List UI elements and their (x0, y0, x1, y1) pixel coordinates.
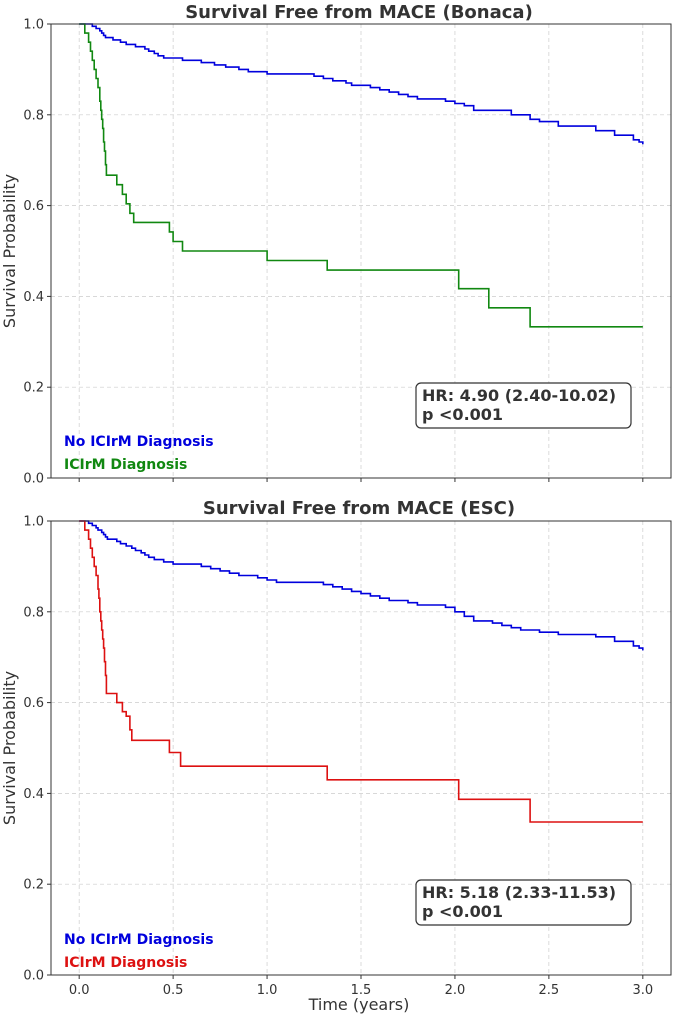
chart-title: Survival Free from MACE (ESC) (203, 498, 515, 519)
y-tick-label: 0.6 (23, 696, 44, 711)
x-tick-label: 1.5 (351, 983, 372, 998)
x-tick-label: 2.0 (445, 983, 466, 998)
legend-entry-icirm: ICIrM Diagnosis (64, 457, 187, 473)
y-axis-label: Survival Probability (0, 174, 19, 328)
x-tick-label: 2.5 (539, 983, 560, 998)
bonaca-chart-panel: Survival Free from MACE (Bonaca) 0.0 0.2 0… (0, 2, 672, 487)
x-tick-label: 1.0 (257, 983, 278, 998)
y-tick-label: 0.4 (23, 290, 44, 305)
x-tick-label: 0.0 (69, 983, 90, 998)
p-value-text: p <0.001 (422, 902, 503, 921)
hazard-ratio-text: HR: 5.18 (2.33-11.53) (422, 883, 616, 902)
y-tick-label: 0.0 (23, 472, 44, 487)
legend-entry-no-icirm: No ICIrM Diagnosis (64, 434, 214, 450)
y-tick-label: 1.0 (23, 18, 44, 33)
y-tick-label: 0.8 (23, 108, 44, 123)
x-tick-label: 3.0 (632, 983, 653, 998)
p-value-text: p <0.001 (422, 405, 503, 424)
x-tick-label: 0.5 (163, 983, 184, 998)
esc-chart-panel: Survival Free from MACE (ESC) 0.0 0.2 0.4 0… (0, 498, 672, 1014)
hazard-ratio-box (415, 382, 632, 429)
survival-curve-no-icirm (79, 23, 644, 145)
y-tick-label: 0.0 (23, 969, 44, 984)
y-tick-label: 0.6 (23, 199, 44, 214)
survival-curve-no-icirm (79, 520, 644, 651)
y-axis-label: Survival Probability (0, 671, 19, 825)
y-tick-label: 0.8 (23, 605, 44, 620)
chart-title: Survival Free from MACE (Bonaca) (185, 2, 533, 23)
x-axis-label: Time (years) (308, 995, 410, 1014)
survival-curve-icirm (79, 520, 643, 823)
y-tick-label: 0.2 (23, 381, 44, 396)
y-tick-label: 0.2 (23, 878, 44, 893)
hazard-ratio-text: HR: 4.90 (2.40-10.02) (422, 386, 616, 405)
hazard-ratio-box (415, 879, 632, 926)
survival-curve-icirm (79, 23, 643, 328)
y-tick-label: 0.4 (23, 787, 44, 802)
y-tick-label: 1.0 (23, 515, 44, 530)
legend-entry-icirm: ICIrM Diagnosis (64, 955, 187, 971)
legend-entry-no-icirm: No ICIrM Diagnosis (64, 932, 214, 948)
